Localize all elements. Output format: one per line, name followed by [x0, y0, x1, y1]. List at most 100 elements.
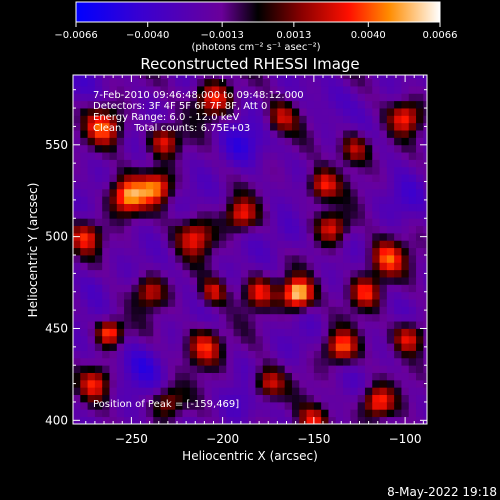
heatmap-cell [416, 343, 424, 351]
heatmap-cell [167, 284, 176, 293]
heatmap-cell [80, 321, 88, 329]
heatmap-cell [270, 188, 278, 197]
heatmap-cell [335, 313, 344, 322]
heatmap-cell [240, 196, 249, 204]
heatmap-cell [204, 115, 213, 124]
heatmap-cell [189, 291, 198, 300]
heatmap-cell [386, 313, 395, 322]
heatmap-cell [189, 306, 198, 315]
heatmap-cell [284, 343, 293, 351]
heatmap-cell [416, 299, 424, 307]
heatmap-cell [401, 328, 410, 337]
heatmap-cell [284, 335, 293, 344]
heatmap-cell [394, 232, 402, 241]
heatmap-cell [153, 240, 161, 249]
heatmap-cell [313, 174, 322, 182]
heatmap-cell [416, 203, 424, 212]
heatmap-cell [138, 122, 147, 131]
heatmap-cell [189, 210, 198, 219]
heatmap-cell [277, 174, 286, 182]
heatmap-cell [153, 409, 161, 418]
heatmap-cell [94, 291, 103, 300]
x-axis-label: Heliocentric X (arcsec) [182, 449, 318, 463]
heatmap-cell [131, 416, 140, 424]
heatmap-cell [218, 328, 227, 337]
heatmap-cell [197, 379, 205, 388]
heatmap-cell [138, 115, 147, 124]
heatmap-cell [291, 269, 300, 278]
heatmap-cell [277, 321, 286, 329]
heatmap-cell [116, 159, 125, 168]
heatmap-cell [189, 78, 198, 87]
heatmap-cell [116, 93, 125, 102]
heatmap-cell [124, 416, 132, 424]
heatmap-cell [313, 203, 322, 212]
heatmap-cell [116, 210, 125, 219]
heatmap-cell [248, 269, 256, 278]
heatmap-cell [197, 416, 205, 424]
heatmap-cell [226, 93, 234, 102]
heatmap-cell [357, 269, 366, 278]
heatmap-cell [291, 284, 300, 293]
heatmap-cell [197, 277, 205, 285]
heatmap-cell [240, 86, 249, 94]
heatmap-cell [335, 210, 344, 219]
heatmap-cell [167, 328, 176, 337]
heatmap-cell [277, 115, 286, 124]
heatmap-cell [226, 203, 234, 212]
heatmap-cell [372, 188, 380, 197]
heatmap-cell [401, 387, 410, 396]
heatmap-cell [379, 86, 388, 94]
heatmap-cell [175, 284, 183, 293]
heatmap-cell [189, 416, 198, 424]
heatmap-cell [277, 144, 286, 153]
heatmap-cell [87, 343, 96, 351]
heatmap-cell [240, 122, 249, 131]
heatmap-cell [160, 115, 169, 124]
heatmap-cell [328, 343, 337, 351]
heatmap-cell [357, 174, 366, 182]
heatmap-cell [313, 240, 322, 249]
heatmap-cell [73, 174, 81, 182]
heatmap-cell [233, 152, 242, 160]
heatmap-cell [73, 75, 81, 80]
heatmap-cell [211, 357, 220, 366]
heatmap-cell [102, 416, 110, 424]
heatmap-cell [116, 86, 125, 94]
heatmap-cell [226, 277, 234, 285]
heatmap-cell [255, 210, 264, 219]
heatmap-cell [306, 166, 315, 175]
heatmap-cell [321, 174, 329, 182]
heatmap-cell [262, 225, 271, 234]
heatmap-cell [262, 269, 271, 278]
heatmap-cell [189, 394, 198, 403]
heatmap-cell [386, 416, 395, 424]
heatmap-cell [379, 409, 388, 418]
heatmap-cell [211, 75, 220, 80]
heatmap-cell [401, 137, 410, 146]
heatmap-cell [313, 306, 322, 315]
heatmap-cell [299, 372, 307, 381]
heatmap-cell [211, 240, 220, 249]
heatmap-cell [248, 166, 256, 175]
heatmap-cell [153, 108, 161, 116]
heatmap-cell [343, 284, 351, 293]
heatmap-cell [145, 306, 154, 315]
heatmap-cell [291, 159, 300, 168]
heatmap-cell [270, 100, 278, 109]
heatmap-cell [197, 262, 205, 271]
heatmap-cell [94, 225, 103, 234]
heatmap-cell [335, 343, 344, 351]
heatmap-cell [423, 144, 427, 153]
heatmap-cell [175, 350, 183, 359]
heatmap-cell [277, 108, 286, 116]
heatmap-cell [94, 166, 103, 175]
heatmap-cell [182, 115, 191, 124]
heatmap-cell [211, 394, 220, 403]
heatmap-cell [131, 299, 140, 307]
heatmap-cell [94, 277, 103, 285]
heatmap-cell [248, 343, 256, 351]
heatmap-cell [197, 372, 205, 381]
heatmap-cell [218, 159, 227, 168]
heatmap-cell [306, 284, 315, 293]
